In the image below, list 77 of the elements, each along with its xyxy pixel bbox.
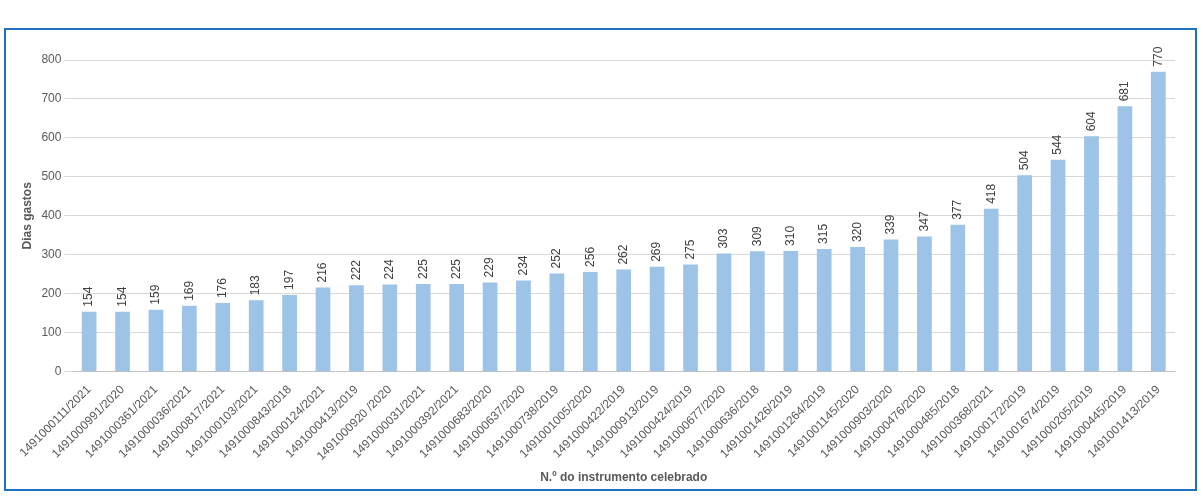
data-label: 159 <box>148 284 163 305</box>
bar <box>81 311 97 372</box>
data-label: 256 <box>582 246 597 267</box>
bar <box>182 305 197 372</box>
data-label: 169 <box>181 280 196 301</box>
data-label: 176 <box>215 277 230 299</box>
bar <box>816 248 832 372</box>
bar <box>750 251 765 372</box>
data-label: 269 <box>649 241 664 262</box>
bar <box>683 264 698 372</box>
data-label: 303 <box>716 228 731 249</box>
bar <box>315 287 331 372</box>
bar <box>616 269 632 372</box>
bar <box>1017 175 1032 372</box>
bar <box>215 303 231 372</box>
data-label: 418 <box>983 183 998 204</box>
y-tick-label: 800 <box>41 52 62 67</box>
data-label: 544 <box>1050 134 1065 155</box>
bar <box>516 280 531 372</box>
y-tick-label: 200 <box>41 286 62 301</box>
bar <box>649 266 665 372</box>
data-label: 252 <box>549 248 564 269</box>
data-label: 770 <box>1150 46 1165 67</box>
data-label: 225 <box>415 258 430 279</box>
data-label: 183 <box>248 275 263 296</box>
bar <box>282 294 297 372</box>
data-label: 154 <box>114 286 129 307</box>
y-tick-label: 100 <box>41 324 62 339</box>
bar <box>883 239 899 372</box>
data-label: 234 <box>515 255 530 276</box>
bar <box>1084 136 1099 372</box>
bar <box>917 236 932 372</box>
data-label: 262 <box>616 244 631 265</box>
data-label: 224 <box>382 259 397 280</box>
bar <box>582 271 598 372</box>
y-tick-label: 0 <box>54 363 62 378</box>
bar <box>248 300 264 372</box>
bar <box>549 273 565 372</box>
bar <box>482 282 498 372</box>
y-tick-label: 300 <box>41 247 62 262</box>
bar <box>850 246 865 372</box>
bar <box>783 250 799 372</box>
bar <box>716 253 732 372</box>
data-label: 320 <box>849 221 864 242</box>
bar <box>983 208 999 372</box>
data-label: 315 <box>816 223 831 244</box>
data-label: 347 <box>916 211 931 232</box>
data-label: 275 <box>682 239 697 260</box>
data-label: 197 <box>281 269 296 290</box>
data-label: 222 <box>348 259 363 281</box>
y-tick-label: 700 <box>41 91 62 106</box>
bar <box>1117 106 1133 372</box>
bar <box>1050 159 1066 372</box>
bar <box>1150 71 1166 372</box>
data-label: 681 <box>1117 81 1132 102</box>
data-label: 225 <box>448 258 463 279</box>
bar <box>382 284 398 372</box>
data-label: 154 <box>81 286 96 307</box>
y-tick-label: 600 <box>41 130 62 145</box>
y-axis-title: Dias gastos <box>19 181 34 250</box>
bar <box>415 283 431 372</box>
y-tick-label: 400 <box>41 208 62 223</box>
bar <box>148 309 164 372</box>
data-label: 216 <box>315 262 330 283</box>
data-label: 229 <box>482 257 497 278</box>
data-label: 504 <box>1016 149 1031 171</box>
data-label: 309 <box>749 225 764 247</box>
bar <box>950 224 966 372</box>
bar <box>349 285 364 372</box>
data-label: 310 <box>783 225 798 246</box>
bar <box>449 283 464 372</box>
data-label: 339 <box>883 214 898 235</box>
data-label: 377 <box>950 199 965 220</box>
x-axis-title: N.º do instrumento celebrado <box>540 470 708 485</box>
y-tick-label: 500 <box>41 169 62 184</box>
bar <box>115 311 130 372</box>
data-label: 604 <box>1083 111 1098 132</box>
